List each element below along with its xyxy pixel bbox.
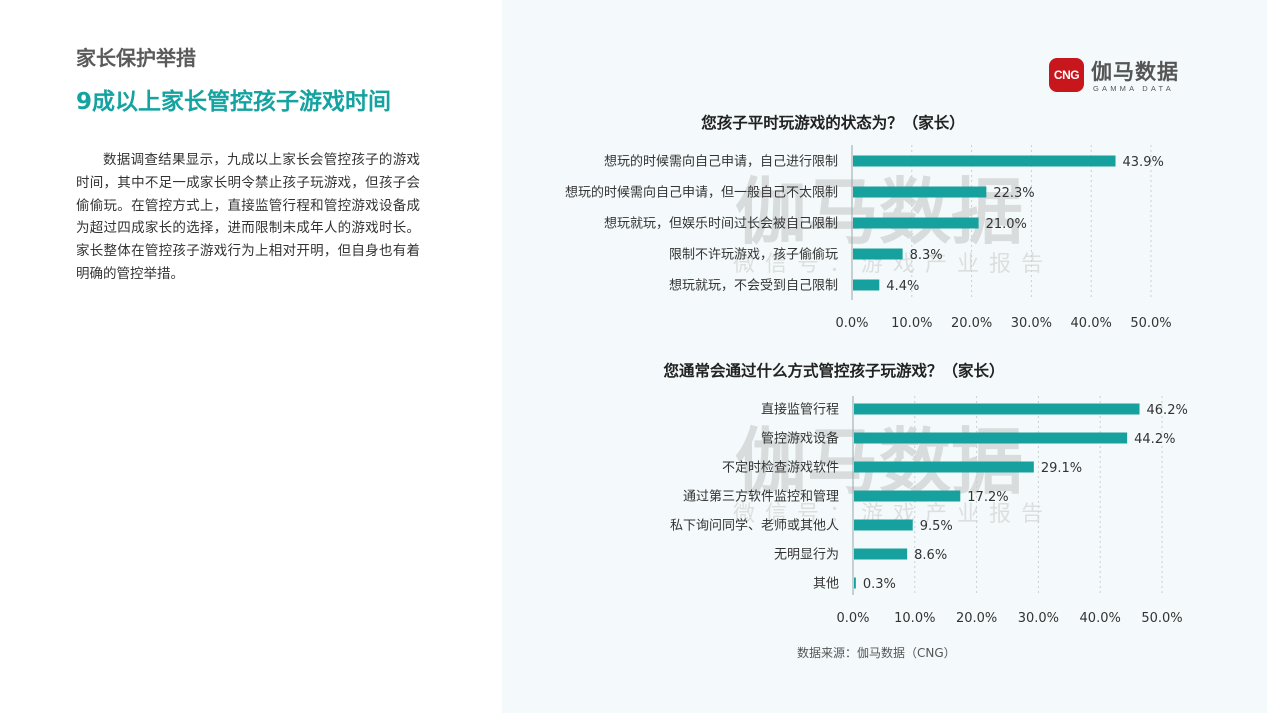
brand-name-en: GAMMA DATA	[1093, 84, 1174, 93]
bar	[854, 490, 961, 502]
x-tick-label: 0.0%	[836, 611, 869, 626]
bar	[854, 403, 1140, 415]
bar	[853, 186, 987, 198]
watermark-main-1: 伽马数据	[735, 170, 1023, 254]
value-label: 46.2%	[1147, 403, 1188, 418]
x-tick-label: 30.0%	[1018, 611, 1059, 626]
value-label: 8.6%	[914, 548, 947, 563]
category-label: 想玩的时候需向自己申请，但一般自己不太限制	[565, 185, 838, 201]
value-label: 44.2%	[1134, 432, 1175, 447]
chart-title: 您通常会通过什么方式管控孩子玩游戏？（家长）	[663, 361, 1004, 380]
x-tick-label: 20.0%	[951, 316, 992, 331]
bar	[853, 248, 903, 260]
value-label: 21.0%	[986, 217, 1027, 232]
x-tick-label: 50.0%	[1141, 611, 1182, 626]
category-label: 想玩就玩，不会受到自己限制	[669, 278, 838, 294]
bar	[854, 548, 908, 560]
x-tick-label: 10.0%	[891, 316, 932, 331]
bar	[854, 577, 856, 589]
x-tick-label: 10.0%	[894, 611, 935, 626]
category-label: 管控游戏设备	[761, 431, 839, 447]
x-tick-label: 40.0%	[1080, 611, 1121, 626]
bar	[853, 155, 1116, 167]
x-tick-label: 0.0%	[835, 316, 868, 331]
brand-logo: CNG 伽马数据 GAMMA DATA	[1049, 58, 1199, 96]
value-label: 29.1%	[1041, 461, 1082, 476]
right-panel	[502, 0, 1267, 713]
category-label: 想玩的时候需向自己申请，自己进行限制	[604, 154, 838, 170]
value-label: 8.3%	[910, 248, 943, 263]
value-label: 43.9%	[1123, 155, 1164, 170]
chart-control-methods: 您通常会通过什么方式管控孩子玩游戏？（家长） 0.0% 10.0% 20.0% 30.0…	[663, 361, 1187, 626]
value-label: 0.3%	[863, 577, 896, 592]
category-label: 无明显行为	[774, 548, 839, 563]
category-label: 直接监管行程	[761, 402, 839, 418]
bar	[854, 461, 1034, 473]
x-tick-label: 50.0%	[1130, 316, 1171, 331]
category-label: 想玩就玩，但娱乐时间过长会被自己限制	[604, 216, 838, 232]
chart-title: 您孩子平时玩游戏的状态为？（家长）	[701, 113, 965, 132]
bar	[853, 279, 880, 291]
category-label: 不定时检查游戏软件	[722, 461, 839, 476]
brand-badge: CNG	[1049, 58, 1084, 92]
bar	[854, 432, 1128, 444]
chart-child-game-status: 您孩子平时玩游戏的状态为？（家长） 0.0% 10.0% 20.0% 30.0% 40.0…	[565, 113, 1172, 331]
x-tick-label: 20.0%	[956, 611, 997, 626]
bar	[854, 519, 913, 531]
value-label: 22.3%	[993, 186, 1034, 201]
category-label: 通过第三方软件监控和管理	[683, 489, 839, 505]
category-label: 私下询问同学、老师或其他人	[670, 518, 839, 534]
data-source: 数据来源：伽马数据（CNG）	[797, 646, 956, 660]
category-label: 其他	[813, 577, 839, 592]
section-label: 家长保护举措	[76, 46, 196, 70]
description-text: 数据调查结果显示，九成以上家长会管控孩子的游戏时间，其中不足一成家长明令禁止孩子…	[76, 152, 420, 282]
x-tick-label: 40.0%	[1071, 316, 1112, 331]
value-label: 9.5%	[920, 519, 953, 534]
bar	[853, 217, 979, 229]
brand-name-cn: 伽马数据	[1091, 60, 1179, 84]
value-label: 17.2%	[967, 490, 1008, 505]
category-label: 限制不许玩游戏，孩子偷偷玩	[669, 248, 838, 263]
value-label: 4.4%	[886, 279, 919, 294]
x-tick-label: 30.0%	[1011, 316, 1052, 331]
page-title: 9成以上家长管控孩子游戏时间	[76, 89, 392, 115]
